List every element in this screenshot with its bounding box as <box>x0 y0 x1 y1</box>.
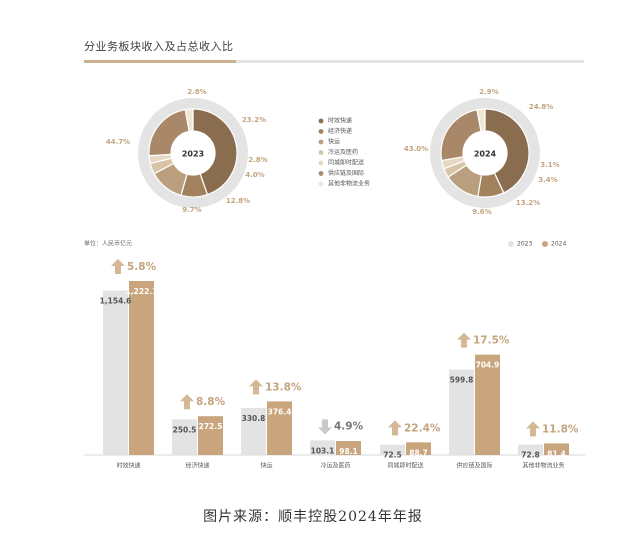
donut-value-label: 2.8% <box>187 88 206 96</box>
donut-value-label: 24.8% <box>529 103 553 111</box>
bar-value-label: 704.9 <box>476 361 500 370</box>
donut-value-label: 2.9% <box>479 88 498 96</box>
donut-value-label: 13.2% <box>516 199 540 207</box>
legend-entry: 2024 <box>551 241 566 248</box>
donut-value-label: 2.8% <box>248 156 267 164</box>
legend-swatch <box>542 241 548 247</box>
image-caption: 图片来源：顺丰控股2024年年报 <box>203 509 423 525</box>
bar-2023 <box>449 369 474 455</box>
page-title: 分业务板块收入及占总收入比 <box>84 40 234 53</box>
donut-value-label: 3.1% <box>540 161 559 169</box>
donut-center-label: 2024 <box>474 150 497 159</box>
bar-value-label: 103.1 <box>311 446 335 455</box>
bar-value-label: 81.4 <box>547 449 566 458</box>
bar-2023 <box>380 444 405 455</box>
x-tick-label: 快运 <box>260 462 272 470</box>
bar-2023 <box>518 444 543 455</box>
growth-down-arrow-icon <box>318 419 332 435</box>
bar-value-label: 272.5 <box>199 422 223 431</box>
x-tick-label: 经济快递 <box>185 462 209 470</box>
growth-label: 22.4% <box>404 422 441 434</box>
title-rule <box>84 60 584 63</box>
bar-2024 <box>336 441 361 455</box>
bar-2024 <box>129 281 154 455</box>
legend-swatch <box>318 171 324 176</box>
growth-label: 11.8% <box>542 423 579 435</box>
bar-value-label: 1,222.1 <box>126 287 158 296</box>
legend-entry: 冷运及医药 <box>328 148 358 156</box>
bar-2024 <box>406 442 431 455</box>
bar-2023 <box>310 440 335 455</box>
growth-up-arrow-icon <box>180 394 194 410</box>
title-rule-accent <box>84 60 236 63</box>
bar-value-label: 1,154.6 <box>100 297 132 306</box>
x-tick-label: 时效快递 <box>116 462 140 470</box>
legend-entry: 经济快递 <box>328 127 352 135</box>
legend-swatch <box>508 241 514 247</box>
legend-entry: 快运 <box>328 138 340 146</box>
donut-center <box>171 131 215 175</box>
growth-up-arrow-icon <box>457 332 471 348</box>
growth-up-arrow-icon <box>249 379 263 395</box>
donut-value-label: 4.0% <box>245 171 264 179</box>
donut-value-label: 12.8% <box>226 197 250 205</box>
growth-label: 13.8% <box>265 381 302 393</box>
bar-2024 <box>198 416 223 455</box>
donut-value-label: 9.6% <box>472 208 491 216</box>
growth-up-arrow-icon <box>526 421 540 437</box>
bar-value-label: 72.5 <box>383 451 402 460</box>
donut-center <box>463 131 507 175</box>
donut-center-label: 2023 <box>182 150 204 159</box>
bar-2023 <box>241 407 266 455</box>
growth-label: 5.8% <box>127 261 157 273</box>
legend-entry: 供应链及国际 <box>328 169 364 177</box>
legend-entry: 2023 <box>517 241 532 248</box>
bar-value-label: 599.8 <box>450 376 474 385</box>
x-tick-label: 冷运及医药 <box>320 462 350 470</box>
donut-value-label: 44.7% <box>106 138 130 146</box>
bar-2023 <box>103 290 128 455</box>
donut-value-label: 23.2% <box>242 116 266 124</box>
bar-2024 <box>475 354 500 455</box>
x-tick-label: 其他非物流业务 <box>522 462 564 470</box>
legend-swatch <box>318 129 324 134</box>
donut-value-label: 3.4% <box>538 176 557 184</box>
donut-value-label: 9.7% <box>182 206 201 214</box>
legend-swatch <box>318 160 324 166</box>
bar-value-label: 330.8 <box>242 414 266 423</box>
bar-2024 <box>267 401 292 455</box>
bar-value-label: 72.8 <box>521 451 540 460</box>
bar-2023 <box>172 419 197 455</box>
growth-up-arrow-icon <box>111 259 125 274</box>
legend-entry: 同城即时配送 <box>328 159 364 167</box>
donut-value-label: 43.0% <box>404 145 428 153</box>
growth-label: 17.5% <box>473 335 510 347</box>
growth-label: 4.9% <box>334 420 364 432</box>
legend-entry: 其他非物流业务 <box>328 180 370 188</box>
growth-label: 8.8% <box>196 396 226 408</box>
legend-swatch <box>318 150 324 155</box>
bar-value-label: 88.7 <box>409 448 428 457</box>
bar-value-label: 376.4 <box>268 407 292 416</box>
bar-2024 <box>544 443 569 455</box>
x-tick-label: 同城即时配送 <box>387 462 423 470</box>
bar-value-label: 98.1 <box>339 447 358 456</box>
unit-label: 单位：人民币亿元 <box>84 240 132 248</box>
legend-swatch <box>318 118 324 124</box>
x-tick-label: 供应链及国际 <box>456 462 492 470</box>
legend-entry: 时效快递 <box>328 117 352 125</box>
bar-value-label: 250.5 <box>173 425 197 434</box>
legend-swatch <box>318 139 324 145</box>
legend-swatch <box>318 181 324 187</box>
growth-up-arrow-icon <box>388 420 402 436</box>
